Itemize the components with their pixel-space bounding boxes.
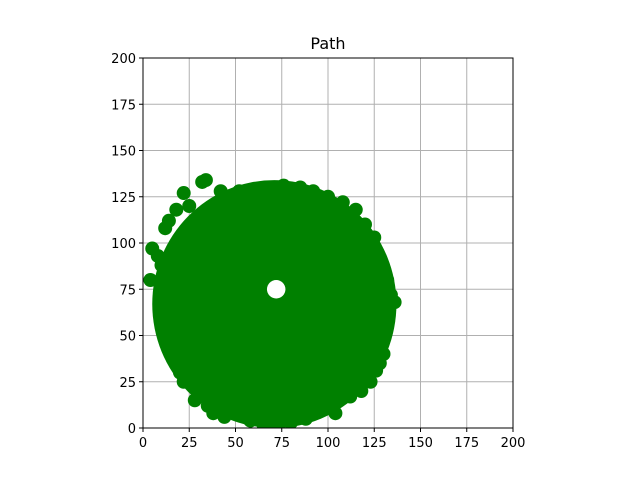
y-tick-label: 125: [111, 191, 136, 206]
path-marker: [335, 195, 350, 210]
path-marker: [321, 245, 335, 260]
path-marker: [358, 217, 372, 232]
path-marker: [158, 332, 173, 347]
y-tick-label: 0: [128, 422, 136, 437]
path-marker: [169, 202, 184, 217]
path-marker: [367, 230, 382, 245]
path-marker: [187, 393, 202, 408]
path-gap: [266, 280, 286, 299]
path-marker: [169, 245, 184, 260]
path-marker: [343, 389, 358, 404]
x-tick-label: 150: [408, 436, 433, 451]
y-tick-label: 175: [111, 98, 136, 113]
x-tick-label: 175: [454, 436, 479, 451]
path-marker: [163, 298, 178, 313]
path-marker: [219, 347, 234, 361]
path-marker: [339, 365, 354, 380]
path-marker: [280, 199, 295, 213]
y-axis: 0 25 50 75 100 125 150 175 200: [111, 52, 143, 437]
path-marker: [330, 337, 345, 352]
path-marker: [232, 184, 247, 199]
path-marker: [358, 310, 372, 324]
x-axis: 0 25 50 75 100 125 150 175 200: [139, 428, 526, 451]
path-marker: [200, 236, 215, 250]
path-marker: [250, 186, 265, 201]
path-marker: [154, 258, 169, 273]
path-marker: [217, 409, 232, 424]
path-marker: [284, 415, 298, 428]
path-marker: [198, 173, 213, 188]
path-marker: [311, 398, 326, 413]
y-tick-label: 150: [111, 145, 136, 160]
path-marker: [265, 182, 280, 197]
y-tick-label: 25: [119, 376, 136, 391]
path-marker: [306, 184, 321, 199]
path-marker: [213, 184, 228, 199]
path-marker: [293, 226, 308, 241]
path-marker: [321, 189, 335, 204]
path-marker: [302, 208, 317, 223]
path-marker: [176, 186, 191, 201]
x-tick-label: 50: [227, 436, 244, 451]
plot-area: 0 25 50 75 100 125 150 175 200 0 25 50 75 100 125 150 1…: [111, 52, 525, 451]
path-marker: [274, 393, 289, 408]
x-tick-label: 200: [501, 436, 526, 451]
path-marker: [348, 202, 363, 217]
path-marker: [210, 384, 224, 398]
path-marker: [372, 356, 387, 371]
x-tick-label: 125: [362, 436, 387, 451]
path-marker: [182, 337, 197, 352]
path-marker: [376, 328, 391, 343]
y-tick-label: 50: [119, 330, 136, 345]
y-tick-label: 100: [111, 237, 136, 252]
path-marker: [191, 310, 206, 324]
path-marker: [380, 273, 395, 287]
path-marker: [247, 365, 261, 380]
path-marker: [321, 217, 335, 232]
y-tick-label: 75: [119, 283, 136, 298]
x-tick-label: 25: [181, 436, 198, 451]
path-marker: [276, 178, 291, 193]
path-marker: [354, 384, 369, 398]
path-marker: [237, 291, 252, 306]
path-marker: [191, 282, 206, 297]
path-marker: [284, 328, 298, 343]
path-marker: [372, 250, 387, 265]
path-marker: [206, 406, 221, 421]
path-marker: [328, 406, 343, 421]
x-tick-label: 100: [316, 436, 341, 451]
path-marker: [143, 273, 158, 287]
path-marker: [298, 411, 313, 426]
path-marker: [243, 413, 258, 428]
x-tick-label: 75: [273, 436, 290, 451]
path-marker: [256, 417, 271, 428]
x-tick-label: 0: [139, 436, 147, 451]
path-marker: [247, 236, 261, 250]
path-marker: [210, 254, 224, 269]
chart-title: Path: [310, 34, 345, 53]
path-marker: [250, 263, 265, 278]
path-marker: [228, 217, 243, 232]
path-marker: [348, 263, 363, 278]
y-tick-label: 200: [111, 52, 136, 67]
data-layer: [143, 173, 402, 428]
path-marker: [269, 415, 284, 428]
path-marker: [182, 199, 197, 213]
path-marker: [158, 221, 173, 236]
path-marker: [256, 319, 271, 334]
path-marker: [302, 374, 317, 389]
path-marker: [339, 291, 354, 306]
path-marker: [363, 374, 378, 389]
path-marker: [176, 374, 191, 389]
path-marker: [380, 313, 395, 328]
path-marker: [311, 310, 326, 324]
path-marker: [387, 295, 402, 310]
path-marker: [293, 180, 308, 195]
